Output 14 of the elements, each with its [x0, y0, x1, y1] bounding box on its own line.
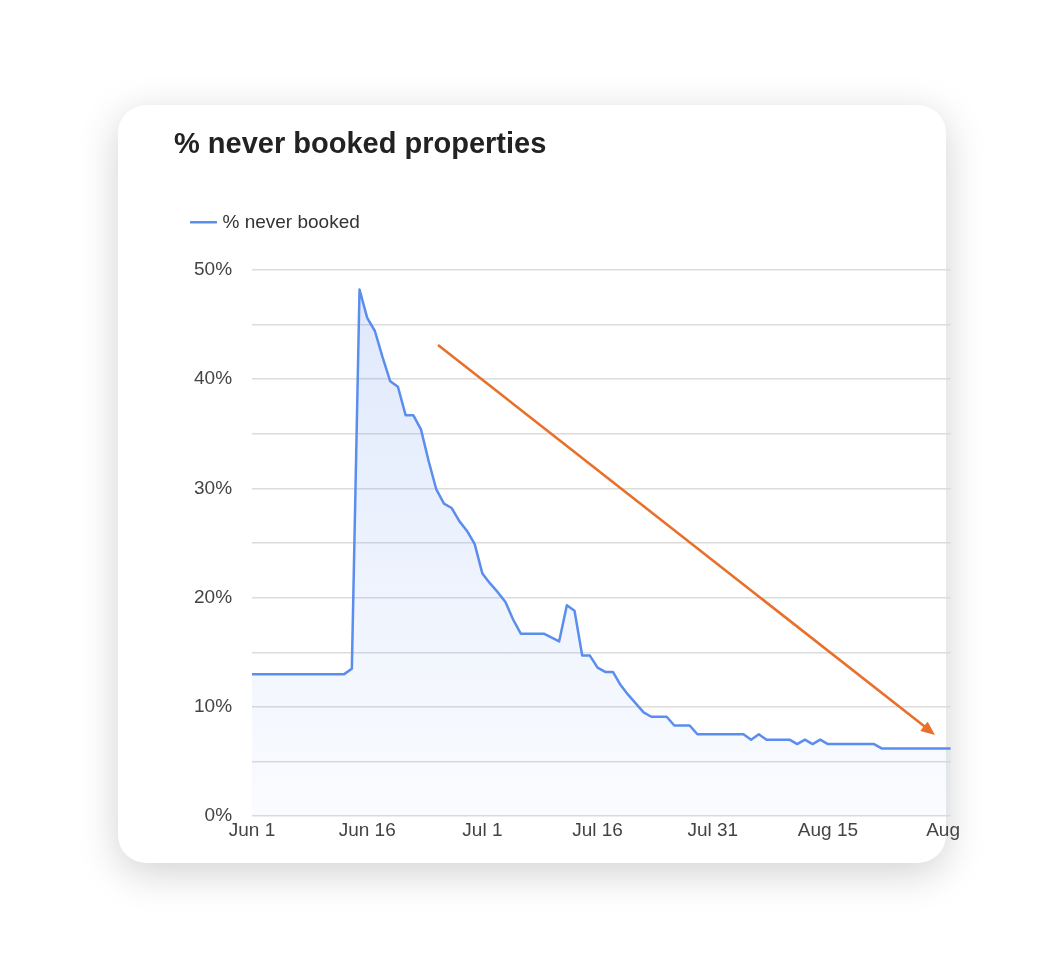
- chart-title: % never booked properties: [174, 127, 547, 160]
- y-tick-label: 0%: [204, 804, 233, 826]
- x-tick-label: Jul 31: [687, 818, 739, 840]
- y-tick-label: 50%: [194, 258, 233, 280]
- y-tick-label: 20%: [194, 585, 233, 607]
- x-tick-label: Aug: [926, 818, 960, 840]
- legend-label: % never booked: [222, 210, 360, 232]
- y-tick-label: 10%: [194, 695, 233, 717]
- x-tick-label: Jul 1: [462, 818, 503, 840]
- x-tick-label: Jul 16: [572, 818, 623, 840]
- x-tick-label: Aug 15: [797, 818, 859, 840]
- y-tick-label: 40%: [194, 367, 233, 389]
- y-tick-label: 30%: [194, 476, 233, 498]
- x-tick-label: Jun 16: [338, 818, 396, 840]
